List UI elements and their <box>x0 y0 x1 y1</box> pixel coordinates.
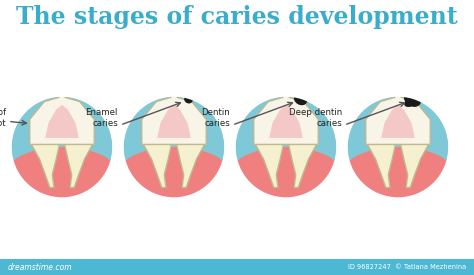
Text: ID 96827247  © Tatiana Mezhenina: ID 96827247 © Tatiana Mezhenina <box>348 264 466 270</box>
Polygon shape <box>45 105 79 138</box>
Ellipse shape <box>404 100 415 107</box>
Polygon shape <box>289 144 317 188</box>
Ellipse shape <box>117 147 231 204</box>
Ellipse shape <box>122 95 226 199</box>
Text: Enamel
caries: Enamel caries <box>86 108 118 128</box>
Polygon shape <box>401 144 428 188</box>
Ellipse shape <box>184 95 193 103</box>
Ellipse shape <box>10 95 114 199</box>
Polygon shape <box>254 93 318 144</box>
Polygon shape <box>367 144 395 188</box>
FancyBboxPatch shape <box>0 259 474 275</box>
Polygon shape <box>143 144 172 188</box>
Polygon shape <box>177 144 205 188</box>
Text: The stages of caries development: The stages of caries development <box>16 5 458 29</box>
Text: dreamstime.com: dreamstime.com <box>8 263 73 271</box>
Polygon shape <box>366 93 430 144</box>
Polygon shape <box>142 93 206 144</box>
Text: Deep dentin
caries: Deep dentin caries <box>289 108 342 128</box>
Polygon shape <box>30 93 94 144</box>
Ellipse shape <box>341 147 455 204</box>
Ellipse shape <box>294 94 307 105</box>
Ellipse shape <box>346 95 450 199</box>
Ellipse shape <box>404 92 421 107</box>
Ellipse shape <box>234 95 338 199</box>
Text: Stage of
spot: Stage of spot <box>0 108 6 128</box>
Polygon shape <box>269 105 303 138</box>
Polygon shape <box>157 105 191 138</box>
Ellipse shape <box>5 147 119 204</box>
Polygon shape <box>255 144 283 188</box>
Ellipse shape <box>229 147 343 204</box>
Text: Dentin
caries: Dentin caries <box>201 108 230 128</box>
Polygon shape <box>64 144 92 188</box>
Polygon shape <box>381 105 415 138</box>
Polygon shape <box>31 144 59 188</box>
